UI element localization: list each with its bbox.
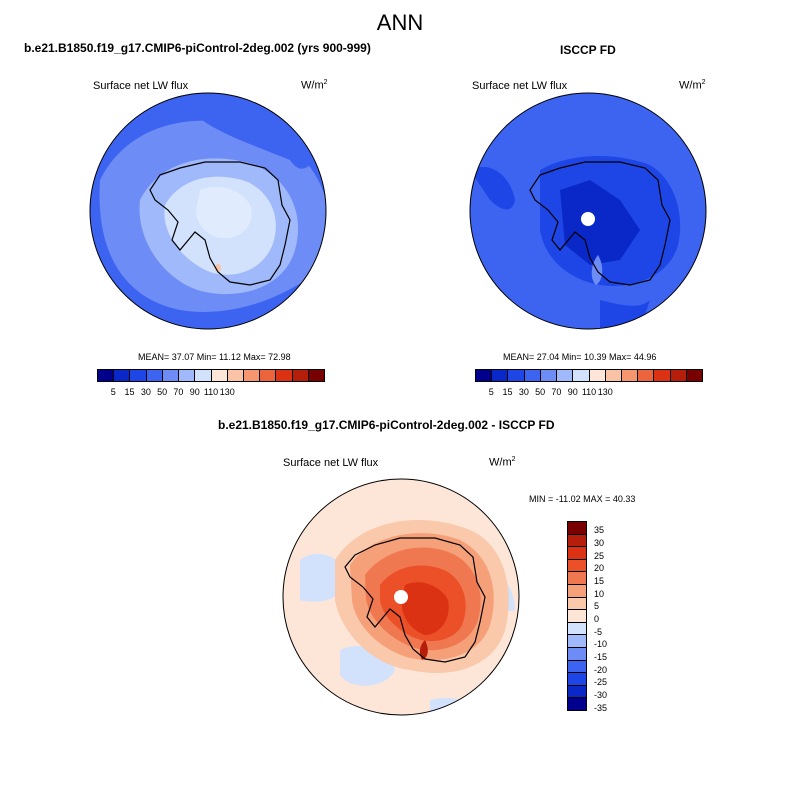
diff-colorbar [567,521,587,711]
colorbar-swatch [573,370,590,381]
colorbar-tick-label: 30 [140,387,151,397]
colorbar-tick-label: 30 [518,387,529,397]
colorbar-tick-label: 110 [203,387,219,397]
colorbar-swatch [654,370,671,381]
colorbar-tick-label: 50 [535,387,546,397]
colorbar-swatch [568,698,586,710]
colorbar-swatch [568,534,586,548]
figure-title: ANN [376,10,424,35]
obs-colorbar [475,369,703,382]
obs-colorbar-ticks: 5 15 30 50 70 90 110 130 [475,387,703,399]
model-units-label: W/m2 [301,79,328,92]
diff-units-label: W/m2 [489,456,516,469]
colorbar-tick-label: -10 [594,639,608,650]
colorbar-tick-label: 30 [594,538,605,548]
model-colorbar [97,369,325,382]
colorbar-tick-label: -5 [594,626,603,637]
diff-colorbar-ticks: 35 30 25 20 15 10 5 0 -5 -10 -15 -20 -25 -30 -35 [594,521,624,713]
diff-panel-title: b.e21.B1850.f19_g17.CMIP6-piControl-2deg… [218,418,555,432]
colorbar-tick-label: -20 [594,664,608,675]
colorbar-tick-label: 15 [594,576,605,586]
colorbar-tick-label: 110 [581,387,597,397]
colorbar-swatch [292,370,309,381]
colorbar-tick-label: 20 [594,563,605,574]
colorbar-swatch [227,370,244,381]
colorbar-tick-label: 0 [594,614,600,624]
colorbar-swatch [162,370,180,381]
colorbar-tick-label: 70 [173,387,184,397]
obs-panel-title: ISCCP FD [560,43,616,57]
colorbar-swatch [568,559,586,573]
model-colorbar-ticks: 5 15 30 50 70 90 110 130 [97,387,325,399]
obs-units-label: W/m2 [679,79,706,92]
colorbar-swatch [476,370,493,381]
colorbar-swatch [638,370,655,381]
colorbar-tick-label: 50 [157,387,168,397]
colorbar-tick-label: 130 [219,387,235,397]
colorbar-swatch [670,370,687,381]
colorbar-tick-label: 25 [594,550,605,561]
colorbar-swatch [146,370,163,381]
colorbar-swatch [568,622,586,636]
model-variable-label: Surface net LW flux [93,80,189,92]
colorbar-tick-label: 5 [110,387,116,397]
colorbar-swatch [540,370,558,381]
colorbar-swatch [211,370,228,381]
colorbar-swatch [98,370,115,381]
obs-stats: MEAN= 27.04 Min= 10.39 Max= 44.96 [503,352,657,362]
colorbar-swatch [568,547,586,560]
colorbar-tick-label: -30 [594,690,608,700]
colorbar-swatch [568,572,586,585]
colorbar-swatch [114,370,131,381]
colorbar-swatch [568,584,586,598]
colorbar-swatch [621,370,639,381]
colorbar-swatch [243,370,261,381]
colorbar-swatch [568,685,586,699]
colorbar-swatch [568,635,586,648]
colorbar-swatch [568,522,586,535]
colorbar-tick-label: 130 [597,387,613,397]
colorbar-swatch [130,370,147,381]
model-stats: MEAN= 37.07 Min= 11.12 Max= 72.98 [138,352,291,362]
colorbar-tick-label: 10 [594,588,605,599]
colorbar-swatch [276,370,293,381]
diff-variable-label: Surface net LW flux [283,457,379,469]
colorbar-swatch [508,370,525,381]
colorbar-swatch [557,370,574,381]
colorbar-swatch [260,370,277,381]
colorbar-swatch [568,647,586,661]
colorbar-swatch [195,370,212,381]
colorbar-swatch [568,597,586,611]
colorbar-tick-label: -35 [594,702,608,713]
colorbar-swatch [686,370,703,381]
colorbar-tick-label: 5 [594,601,600,612]
colorbar-swatch [179,370,196,381]
colorbar-swatch [568,673,586,686]
colorbar-tick-label: 5 [488,387,494,397]
colorbar-swatch [492,370,509,381]
colorbar-swatch [568,610,586,623]
colorbar-tick-label: -25 [594,677,608,688]
colorbar-tick-label: 70 [551,387,562,397]
obs-variable-label: Surface net LW flux [472,80,568,92]
colorbar-tick-label: 90 [567,387,578,397]
colorbar-tick-label: -15 [594,652,608,662]
colorbar-tick-label: 15 [124,387,135,397]
colorbar-tick-label: 90 [189,387,200,397]
model-panel-title: b.e21.B1850.f19_g17.CMIP6-piControl-2deg… [24,41,371,55]
colorbar-tick-label: 35 [594,525,605,536]
colorbar-swatch [605,370,622,381]
colorbar-swatch [568,660,586,674]
colorbar-swatch [524,370,541,381]
colorbar-swatch [308,370,325,381]
colorbar-tick-label: 15 [502,387,513,397]
diff-stats: MIN = -11.02 MAX = 40.33 [529,494,636,504]
colorbar-swatch [589,370,606,381]
